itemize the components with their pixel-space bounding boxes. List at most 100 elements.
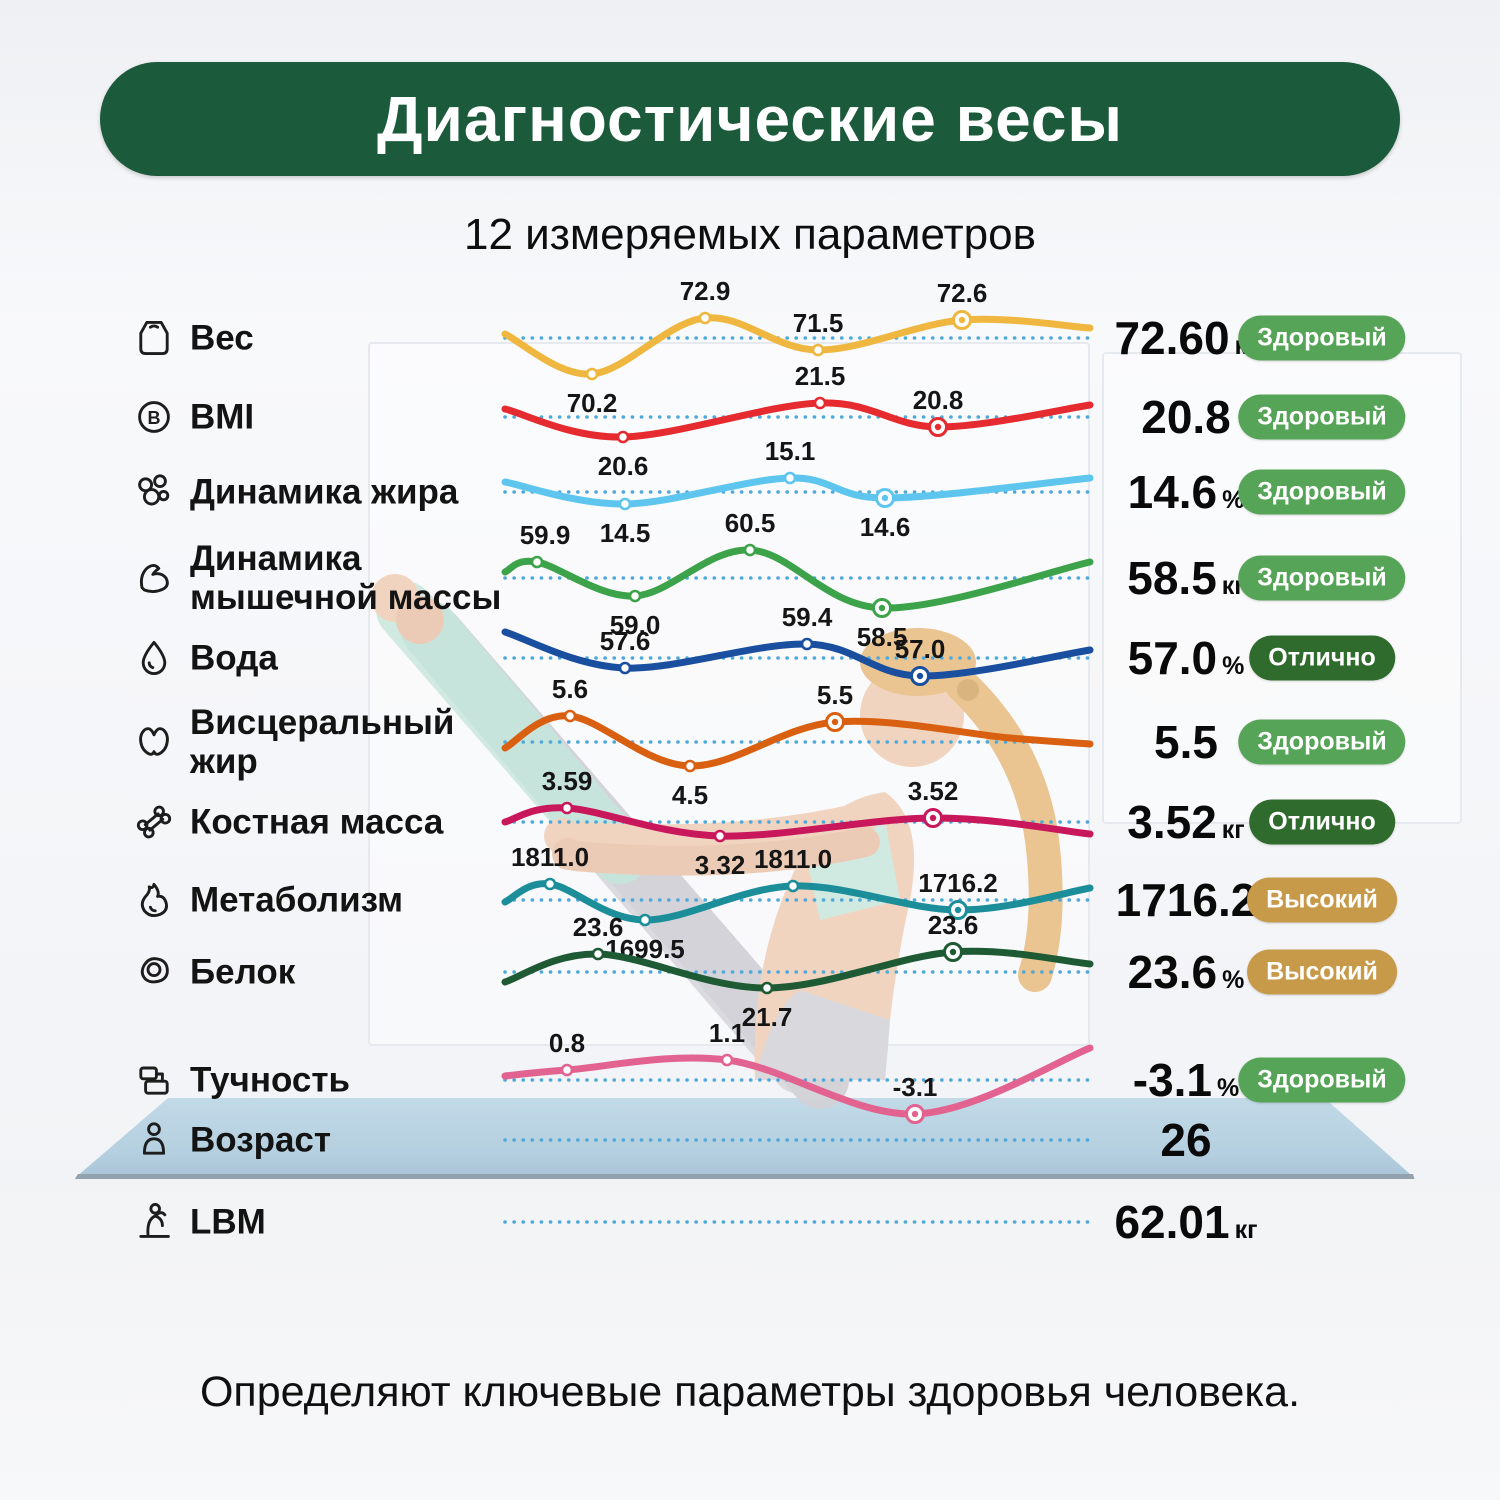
value-number: 57.0 xyxy=(1127,632,1218,684)
status-badge: Отлично xyxy=(1249,635,1395,681)
weight-scale-icon xyxy=(130,314,178,362)
data-point-label: -3.1 xyxy=(893,1072,938,1102)
visceral-fat-icon xyxy=(130,718,178,766)
trend-line xyxy=(501,628,1094,680)
svg-text:B: B xyxy=(148,408,161,428)
data-point-label: 4.5 xyxy=(672,780,708,810)
parameter-label: Тучность xyxy=(190,1060,351,1100)
data-point-label: 72.6 xyxy=(937,278,988,308)
parameter-row: Вода 57.6 59.4 57.0 57.0% Отлично xyxy=(0,602,1500,708)
floor-background xyxy=(0,1178,1500,1500)
value-number: 5.5 xyxy=(1154,716,1218,768)
parameter-value: 62.01 кг xyxy=(1090,1195,1282,1249)
parameter-value: 5.5 xyxy=(1090,715,1282,769)
data-point-label: 15.1 xyxy=(765,436,816,466)
data-point-label: 20.8 xyxy=(913,385,964,415)
value-unit: % xyxy=(1217,1074,1240,1102)
data-point-marker xyxy=(800,637,814,651)
yoga-mat-edge xyxy=(75,1174,1415,1179)
parameter-row: B BMI 20.6 21.5 20.8 20.8 Здоровый xyxy=(0,361,1500,481)
value-number: 72.60 xyxy=(1114,312,1230,364)
value-unit: % xyxy=(1222,966,1245,994)
parameter-value: 26 xyxy=(1090,1113,1282,1167)
parameter-label: BMI xyxy=(190,397,255,437)
data-point-marker xyxy=(560,801,574,815)
value-number: 26 xyxy=(1160,1114,1212,1166)
data-point-marker xyxy=(786,879,800,893)
data-point-marker xyxy=(563,709,577,723)
data-point-marker xyxy=(760,981,774,995)
parameter-row: Тучность 0.8 1.1 -3.1 -3.1% Здоровый xyxy=(0,1018,1500,1130)
parameter-row: Возраст 26 xyxy=(0,1090,1500,1190)
yoga-mat xyxy=(75,1098,1415,1178)
data-point-label: 0.8 xyxy=(549,1028,585,1058)
parameter-row: LBM 62.01 кг xyxy=(0,1172,1500,1272)
data-point-label: 21.5 xyxy=(795,361,846,391)
parameter-label: Костная масса xyxy=(190,802,444,842)
lbm-figure-icon xyxy=(130,1198,178,1246)
parameter-label: Метаболизм xyxy=(190,880,404,920)
trend-line xyxy=(501,399,1094,441)
parameter-label: Возраст xyxy=(190,1120,332,1160)
parameter-label: Вес xyxy=(190,318,254,358)
parameter-value: 58.5 кг xyxy=(1090,551,1282,605)
parameter-row: Метаболизм 1811.0 1699.5 1811.0 1716.2 1716.2… xyxy=(0,842,1500,964)
data-point-marker xyxy=(591,947,605,961)
bone-icon xyxy=(130,798,178,846)
muscle-icon xyxy=(130,554,178,602)
data-point-label: 20.6 xyxy=(598,451,649,481)
person-icon xyxy=(130,1116,178,1164)
data-point-label: 57.6 xyxy=(600,626,651,656)
value-unit: кг xyxy=(1234,1216,1258,1244)
parameter-value: -3.1% xyxy=(1090,1053,1282,1107)
status-badge: Здоровый xyxy=(1238,394,1406,440)
data-point-marker xyxy=(543,877,557,891)
status-badge: Здоровый xyxy=(1238,315,1406,361)
parameter-chart: 14.5 15.1 14.6 xyxy=(501,436,1094,548)
data-point-label: 72.9 xyxy=(680,276,731,306)
data-point-label: 59.9 xyxy=(520,520,571,550)
data-point-marker xyxy=(638,913,652,927)
data-point-label: 3.32 xyxy=(695,850,746,880)
parameter-value: 72.60кг xyxy=(1090,311,1282,365)
data-point-label: 21.7 xyxy=(742,1002,793,1032)
status-badge: Высокий xyxy=(1247,877,1397,923)
parameter-chart xyxy=(503,1220,1092,1224)
parameter-row: Костная масса 3.59 3.32 3.52 3.52 кг Отлично xyxy=(0,766,1500,880)
protein-icon xyxy=(130,948,178,996)
fat-cells-icon xyxy=(130,468,178,516)
value-number: 1716.2 xyxy=(1115,874,1257,926)
page-subtitle: 12 измеряемых параметров xyxy=(464,210,1036,259)
parameter-row: Динамика жира 14.5 15.1 14.6 14.6% Здоровый xyxy=(0,436,1500,548)
parameter-label: Вода xyxy=(190,638,278,678)
status-badge: Высокий xyxy=(1247,949,1397,995)
data-point-label: 1716.2 xyxy=(918,868,998,898)
data-point-marker xyxy=(530,555,544,569)
parameter-value: 1716.2 xyxy=(1090,873,1282,927)
parameter-value: 14.6% xyxy=(1090,465,1282,519)
value-number: -3.1 xyxy=(1132,1054,1213,1106)
flame-icon xyxy=(130,876,178,924)
data-point-marker xyxy=(585,367,599,381)
parameter-value: 20.8 xyxy=(1090,390,1282,444)
data-point-label: 1.1 xyxy=(709,1018,745,1048)
data-point-marker xyxy=(618,497,632,511)
parameter-chart: 20.6 21.5 20.8 xyxy=(501,361,1094,481)
data-point-label: 1811.0 xyxy=(754,844,832,874)
data-point-label: 70.2 xyxy=(567,388,618,418)
data-point-marker xyxy=(698,311,712,325)
parameter-label: LBM xyxy=(190,1202,266,1242)
parameter-chart: 57.6 59.4 57.0 xyxy=(501,602,1094,686)
data-point-label: 58.5 xyxy=(857,622,908,652)
data-point-label: 5.6 xyxy=(552,674,588,704)
status-badge: Здоровый xyxy=(1238,719,1406,765)
data-point-marker xyxy=(683,759,697,773)
value-number: 14.6 xyxy=(1127,466,1218,518)
data-point-label: 1811.0 xyxy=(511,842,589,872)
data-point-marker xyxy=(743,543,757,557)
data-point-marker xyxy=(713,829,727,843)
parameter-chart xyxy=(503,1138,1092,1142)
data-point-label: 3.52 xyxy=(908,776,959,806)
data-point-label: 71.5 xyxy=(793,308,844,338)
